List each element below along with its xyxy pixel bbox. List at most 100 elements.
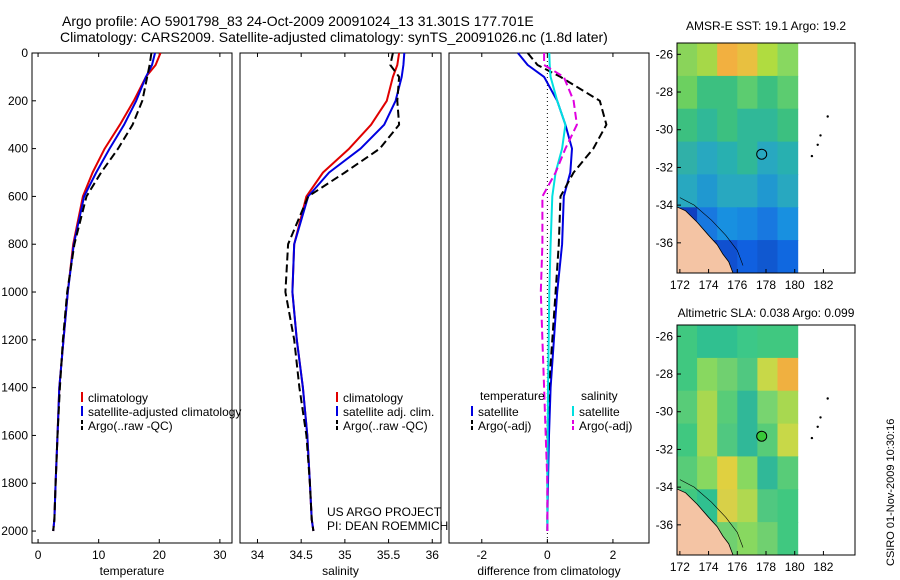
- heatmap-cell: [677, 357, 698, 392]
- x-tick-label: 182: [813, 560, 833, 574]
- figure-title-line2: Climatology: CARS2009. Satellite-adjuste…: [60, 29, 608, 45]
- x-tick-label: 182: [813, 278, 833, 292]
- legend-entry: satellite-adjusted climatology: [88, 405, 241, 419]
- y-tick-label: -32: [656, 160, 674, 174]
- heatmap-cell: [737, 357, 758, 392]
- heatmap-cell: [777, 522, 799, 555]
- heatmap-cell: [677, 108, 698, 143]
- y-tick-label: 400: [8, 142, 28, 156]
- heatmap-cell: [677, 174, 698, 208]
- y-tick-label: 1800: [1, 476, 28, 490]
- heatmap-cell: [677, 141, 698, 176]
- plot-frame: [31, 52, 233, 544]
- heatmap-cell: [717, 390, 738, 425]
- heatmap-cell: [757, 325, 779, 359]
- sla-map-panel: Altimetric SLA: 0.038 Argo: 0.099 172 174 1…: [656, 306, 856, 574]
- x-tick-label: 35.5: [377, 548, 401, 562]
- heatmap-cell: [697, 141, 718, 176]
- y-tick-label: -30: [656, 123, 674, 137]
- x-tick-label: 176: [727, 560, 747, 574]
- legend-entry: climatology: [88, 391, 148, 405]
- heatmap-cell: [737, 174, 758, 208]
- x-tick-label: 172: [670, 560, 690, 574]
- heatmap-cell: [777, 456, 799, 490]
- coastline-landmass: [677, 488, 734, 555]
- heatmap-cell: [737, 390, 758, 425]
- heatmap-cell: [697, 108, 718, 143]
- y-tick-label: -26: [656, 47, 674, 61]
- heatmap-cell: [757, 390, 779, 425]
- bathymetry-contour: [679, 197, 744, 266]
- island-marker: [826, 115, 829, 118]
- y-tick-label: 600: [8, 189, 28, 203]
- heatmap-cell: [717, 423, 738, 458]
- heatmap-cell: [737, 489, 758, 523]
- heatmap-cell: [777, 108, 799, 143]
- y-tick-label: -26: [656, 329, 674, 343]
- heatmap-cell: [697, 456, 718, 490]
- profile-location-marker: [756, 430, 768, 442]
- legend-header-temperature: temperature: [480, 389, 545, 403]
- figure-title-line1: Argo profile: AO 5901798_83 24-Oct-2009 …: [62, 13, 534, 29]
- island-marker: [810, 154, 814, 158]
- heatmap-cell: [777, 75, 799, 110]
- heatmap-cell: [737, 108, 758, 143]
- x-tick-label: -2: [476, 548, 487, 562]
- sst-map-panel: AMSR-E SST: 19.1 Argo: 19.2 172 174 176 178 1…: [656, 19, 856, 292]
- heatmap-cell: [757, 522, 779, 555]
- salinity-profile-panel: 34 34.5 35 35.5 36 salinity climatologysatelli…: [239, 52, 442, 578]
- heatmap-cell: [757, 357, 779, 392]
- bathymetry-contour: [679, 479, 744, 548]
- y-tick-label: -36: [656, 236, 674, 250]
- heatmap-cell: [717, 43, 738, 77]
- heatmap-cell: [677, 75, 698, 110]
- heatmap-cell: [717, 456, 738, 490]
- heatmap-cell: [697, 325, 718, 359]
- heatmap-cell: [717, 141, 738, 176]
- heatmap-cell: [697, 357, 718, 392]
- heatmap-cell: [737, 240, 758, 273]
- heatmap-cell: [757, 141, 779, 176]
- heatmap-cell: [717, 357, 738, 392]
- map-title: AMSR-E SST: 19.1 Argo: 19.2: [686, 19, 846, 33]
- y-tick-label: 2000: [1, 524, 28, 538]
- x-tick-label: 174: [699, 278, 719, 292]
- heatmap-cell: [677, 390, 698, 425]
- heatmap-cell: [697, 75, 718, 110]
- temperature-profile-panel: 0 10 20 30 0 200 400 600 800 1000 1200 1400 1600 1800…: [1, 46, 241, 578]
- project-label-line2: PI: DEAN ROEMMICH: [327, 519, 448, 533]
- x-tick-label: 35: [338, 548, 352, 562]
- difference-profile-panel: -2 0 2 difference from climatology temperatu…: [448, 52, 650, 578]
- heatmap-cell: [757, 456, 779, 490]
- y-tick-label: -28: [656, 85, 674, 99]
- y-tick-label: -34: [656, 198, 674, 212]
- heatmap-cell: [737, 141, 758, 176]
- heatmap-cell: [777, 325, 799, 359]
- heatmap-cell: [717, 108, 738, 143]
- x-axis-label: temperature: [100, 564, 165, 578]
- heatmap-cell: [717, 207, 738, 241]
- heatmap-cell: [697, 174, 718, 208]
- x-axis-label: salinity: [322, 564, 359, 578]
- legend-entry: satellite adj. clim.: [343, 405, 434, 419]
- heatmap-cell: [777, 390, 799, 425]
- heatmap-cell: [777, 43, 799, 77]
- island-marker: [816, 143, 819, 146]
- x-tick-label: 2: [610, 548, 617, 562]
- series-line-salinity-argo-adj: [539, 53, 578, 531]
- legend-entry: Argo(-adj): [579, 419, 632, 433]
- heatmap-cell: [717, 489, 738, 523]
- heatmap-cell: [737, 43, 758, 77]
- heatmap-cell: [677, 43, 698, 77]
- legend-entry: Argo(-adj): [478, 419, 531, 433]
- heatmap-cell: [717, 174, 738, 208]
- heatmap-cell: [737, 325, 758, 359]
- project-label-line1: US ARGO PROJECT: [327, 505, 442, 519]
- x-tick-label: 178: [756, 278, 776, 292]
- legend-entry: Argo(..raw -QC): [343, 419, 428, 433]
- heatmap-cell: [757, 43, 779, 77]
- y-tick-label: 800: [8, 237, 28, 251]
- heatmap-cell: [777, 357, 799, 392]
- y-tick-label: -30: [656, 405, 674, 419]
- legend-entry: climatology: [343, 391, 403, 405]
